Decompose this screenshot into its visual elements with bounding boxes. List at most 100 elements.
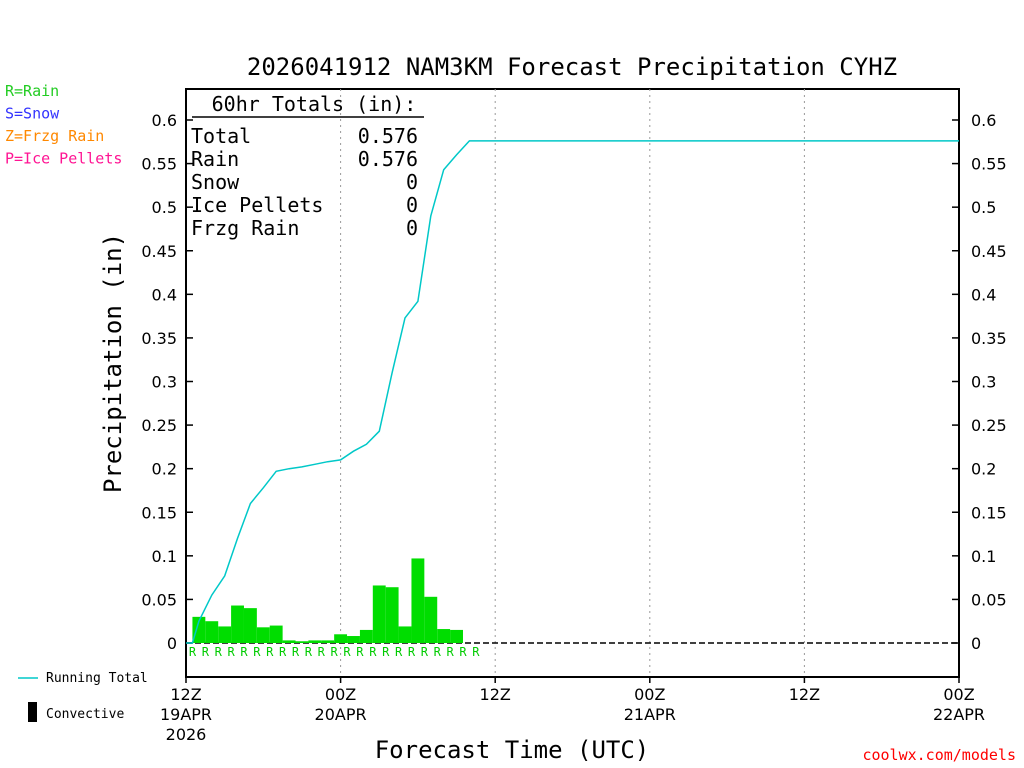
precip-bar [424, 596, 438, 643]
y-tick-label-right: 0.4 [971, 285, 996, 304]
running-total-legend: Running Total [18, 671, 148, 686]
y-tick-label-left: 0.1 [152, 547, 177, 566]
rain-marker: R [382, 645, 390, 659]
rain-marker: R [343, 645, 351, 659]
precip-bar [282, 640, 296, 643]
x-tick-date: 21APR [624, 705, 676, 724]
rain-marker: R [459, 645, 467, 659]
chart-title: 2026041912 NAM3KM Forecast Precipitation… [247, 53, 897, 81]
totals-row-label: Rain [191, 147, 239, 171]
precip-type-legend: R=Rain S=Snow Z=Frzg Rain P=Ice Pellets [5, 82, 122, 168]
y-tick-label-right: 0.1 [971, 547, 996, 566]
y-tick-label-left: 0.05 [141, 590, 177, 609]
y-axis-label: Precipitation (in) [99, 233, 127, 493]
totals-header: 60hr Totals (in): [212, 92, 417, 116]
x-tick-label: 00Z [325, 685, 356, 704]
convective-swatch [28, 702, 37, 722]
precip-bar [321, 640, 335, 643]
rain-marker: R [446, 645, 454, 659]
y-tick-label-left: 0.6 [152, 111, 177, 130]
precip-bar [334, 634, 348, 643]
rain-marker: R [253, 645, 261, 659]
credit-text: coolwx.com/models [862, 746, 1016, 764]
running-total-line [186, 140, 959, 644]
precip-bar [256, 627, 270, 643]
precip-bar [308, 640, 322, 643]
rain-marker: R [369, 645, 377, 659]
precip-bar [347, 636, 360, 643]
rain-marker: R [356, 645, 364, 659]
precip-bar [450, 629, 463, 643]
precip-bar [437, 629, 451, 643]
y-tick-label-right: 0.35 [971, 329, 1007, 348]
y-tick-label-left: 0.2 [152, 460, 177, 479]
y-tick-label-left: 0.3 [152, 373, 177, 392]
running-total-legend-label: Running Total [46, 671, 148, 686]
y-tick-label-left: 0.55 [141, 155, 177, 174]
x-tick-date: 19APR [160, 705, 212, 724]
y-tick-label-left: 0.15 [141, 503, 177, 522]
rain-marker: R [279, 645, 287, 659]
x-tick-label: 12Z [789, 685, 820, 704]
totals-box: 60hr Totals (in): Total 0.576 Rain 0.576 Sno… [191, 92, 424, 240]
y-tick-label-right: 0.05 [971, 590, 1007, 609]
totals-row-label: Snow [191, 170, 240, 194]
totals-row-value: 0 [406, 216, 418, 240]
rain-marker: R [472, 645, 480, 659]
y-tick-label-right: 0.2 [971, 460, 996, 479]
rain-marker: R [434, 645, 442, 659]
hourly-precip-bars [192, 558, 463, 643]
rain-marker: R [227, 645, 235, 659]
y-tick-label-right: 0.55 [971, 155, 1007, 174]
rain-marker: R [421, 645, 429, 659]
y-tick-label-left: 0.4 [152, 285, 177, 304]
totals-row-value: 0 [406, 193, 418, 217]
y-tick-label-left: 0 [167, 634, 177, 653]
y-tick-label-right: 0 [971, 634, 981, 653]
totals-row-label: Total [191, 124, 251, 148]
y-tick-label-right: 0.3 [971, 373, 996, 392]
totals-row-value: 0.576 [358, 147, 418, 171]
x-axis-label: Forecast Time (UTC) [375, 736, 650, 764]
x-tick-label: 00Z [943, 685, 974, 704]
rain-marker: R [305, 645, 313, 659]
type-legend-item: P=Ice Pellets [5, 150, 122, 168]
y-tick-label-left: 0.25 [141, 416, 177, 435]
convective-legend-label: Convective [46, 707, 124, 722]
totals-row-label: Frzg Rain [191, 216, 299, 240]
x-tick-label: 00Z [634, 685, 665, 704]
plot-frame [185, 88, 960, 678]
totals-row-value: 0 [406, 170, 418, 194]
y-tick-label-right: 0.6 [971, 111, 996, 130]
precip-bar [385, 587, 399, 643]
rain-marker: R [215, 645, 223, 659]
precip-bar [411, 558, 425, 643]
y-tick-label-right: 0.25 [971, 416, 1007, 435]
y-tick-label-right: 0.5 [971, 198, 996, 217]
rain-marker: R [318, 645, 326, 659]
rain-marker: R [395, 645, 403, 659]
precip-bar [192, 616, 206, 643]
rain-marker: R [189, 645, 197, 659]
precip-bar [218, 626, 232, 643]
precip-bar [205, 621, 219, 643]
x-tick-label: 12Z [170, 685, 201, 704]
precip-bar [243, 608, 257, 643]
rain-marker: R [266, 645, 274, 659]
precip-bar [295, 641, 309, 643]
rain-marker: R [292, 645, 300, 659]
y-tick-label-left: 0.35 [141, 329, 177, 348]
precip-bar [398, 626, 412, 643]
precip-bar [372, 585, 386, 643]
totals-row-value: 0.576 [358, 124, 418, 148]
x-tick-date: 20APR [315, 705, 367, 724]
x-tick-label: 12Z [480, 685, 511, 704]
rain-marker: R [240, 645, 248, 659]
y-tick-label-right: 0.45 [971, 242, 1007, 261]
rain-marker: R [202, 645, 210, 659]
precip-bar [269, 625, 283, 643]
y-tick-label-right: 0.15 [971, 503, 1007, 522]
precip-bar [359, 629, 373, 643]
